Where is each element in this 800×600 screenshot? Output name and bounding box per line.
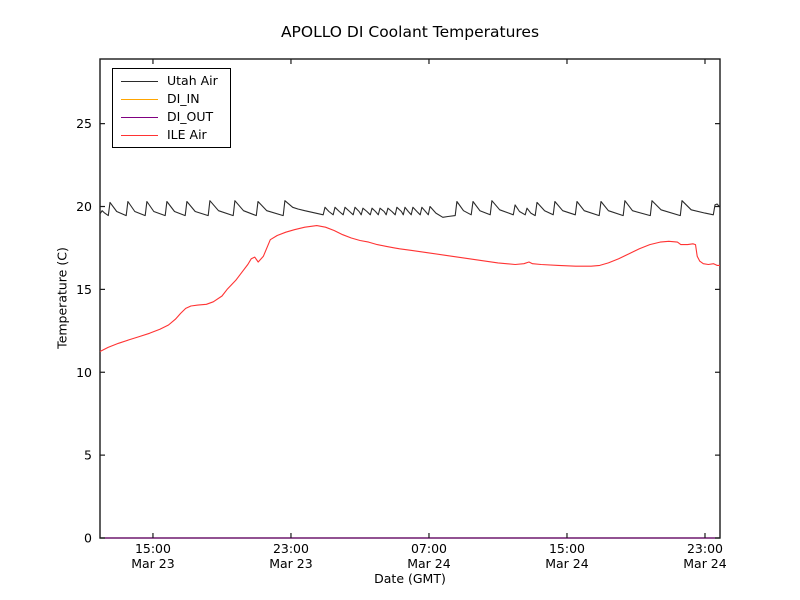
legend: Utah Air DI_IN DI_OUT ILE Air — [112, 68, 231, 148]
legend-label: ILE Air — [167, 127, 207, 142]
y-tick-label: 5 — [84, 448, 92, 463]
legend-entry: DI_OUT — [121, 110, 218, 124]
legend-line-sample — [121, 116, 158, 118]
series-line-ile-air — [99, 225, 720, 352]
chart-title: APOLLO DI Coolant Temperatures — [280, 23, 540, 41]
y-tick-label: 10 — [76, 365, 92, 380]
y-tick-label: 25 — [76, 116, 92, 131]
legend-entry: ILE Air — [121, 128, 218, 142]
x-axis-label: Date (GMT) — [374, 571, 446, 586]
x-tick-label: 07:00 Mar 24 — [407, 541, 451, 571]
legend-entry: DI_IN — [121, 92, 218, 106]
legend-line-sample — [121, 134, 158, 136]
x-tick-label: 15:00 Mar 23 — [131, 541, 174, 571]
legend-entry: Utah Air — [121, 74, 218, 88]
legend-label: DI_OUT — [167, 109, 214, 124]
legend-label: Utah Air — [167, 73, 218, 88]
y-tick-label: 15 — [76, 282, 92, 297]
legend-line-sample — [121, 98, 158, 100]
series-line-utah-air — [99, 200, 721, 218]
x-tick-label: 23:00 Mar 24 — [683, 541, 727, 571]
y-tick-label: 0 — [84, 531, 92, 546]
x-tick-label: 15:00 Mar 24 — [545, 541, 589, 571]
x-tick-label: 23:00 Mar 23 — [269, 541, 312, 571]
y-tick-label: 20 — [76, 199, 92, 214]
legend-label: DI_IN — [167, 91, 200, 106]
legend-line-sample — [121, 80, 158, 82]
